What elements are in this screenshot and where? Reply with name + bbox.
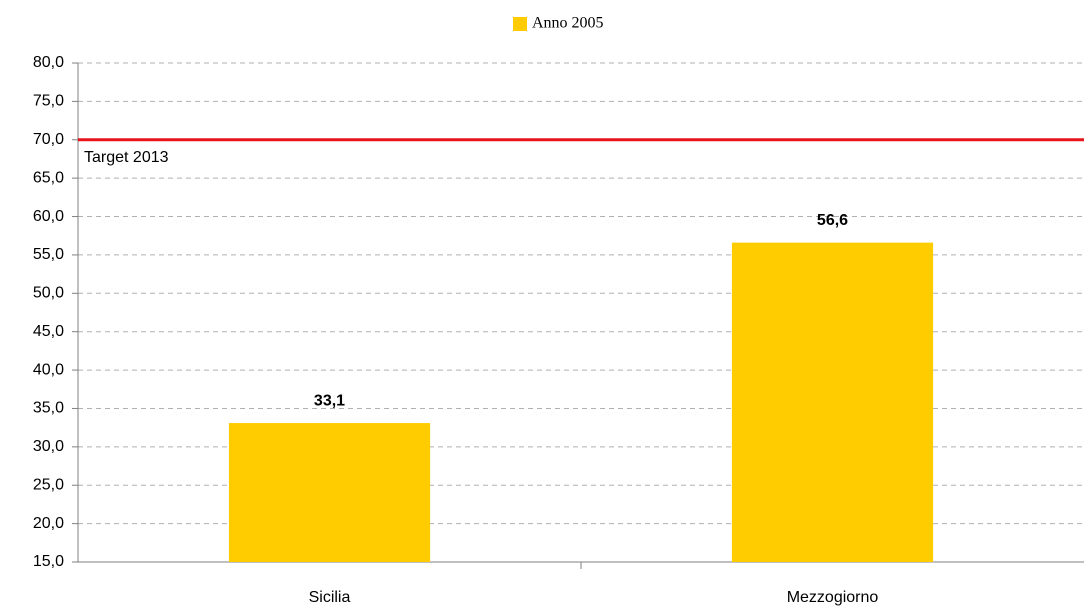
target-label: Target 2013: [84, 149, 169, 166]
y-tick-label: 15,0: [33, 553, 64, 570]
y-tick-label: 20,0: [33, 515, 64, 532]
y-tick-label: 30,0: [33, 438, 64, 455]
y-tick-label: 25,0: [33, 476, 64, 493]
y-tick-label: 50,0: [33, 285, 64, 302]
x-tick-label: Sicilia: [309, 589, 351, 606]
value-label: 56,6: [817, 212, 848, 229]
y-tick-label: 35,0: [33, 400, 64, 417]
y-tick-label: 55,0: [33, 246, 64, 263]
y-tick-label: 40,0: [33, 361, 64, 378]
y-tick-label: 65,0: [33, 169, 64, 186]
bar: [228, 423, 431, 562]
legend-swatch: [513, 17, 527, 31]
y-tick-label: 75,0: [33, 93, 64, 110]
bar: [731, 242, 934, 562]
legend-label: Anno 2005: [532, 15, 604, 32]
y-tick-label: 60,0: [33, 208, 64, 225]
x-tick-label: Mezzogiorno: [787, 589, 879, 606]
y-tick-label: 45,0: [33, 323, 64, 340]
y-tick-label: 80,0: [33, 54, 64, 71]
value-label: 33,1: [314, 392, 345, 409]
y-tick-label: 70,0: [33, 131, 64, 148]
